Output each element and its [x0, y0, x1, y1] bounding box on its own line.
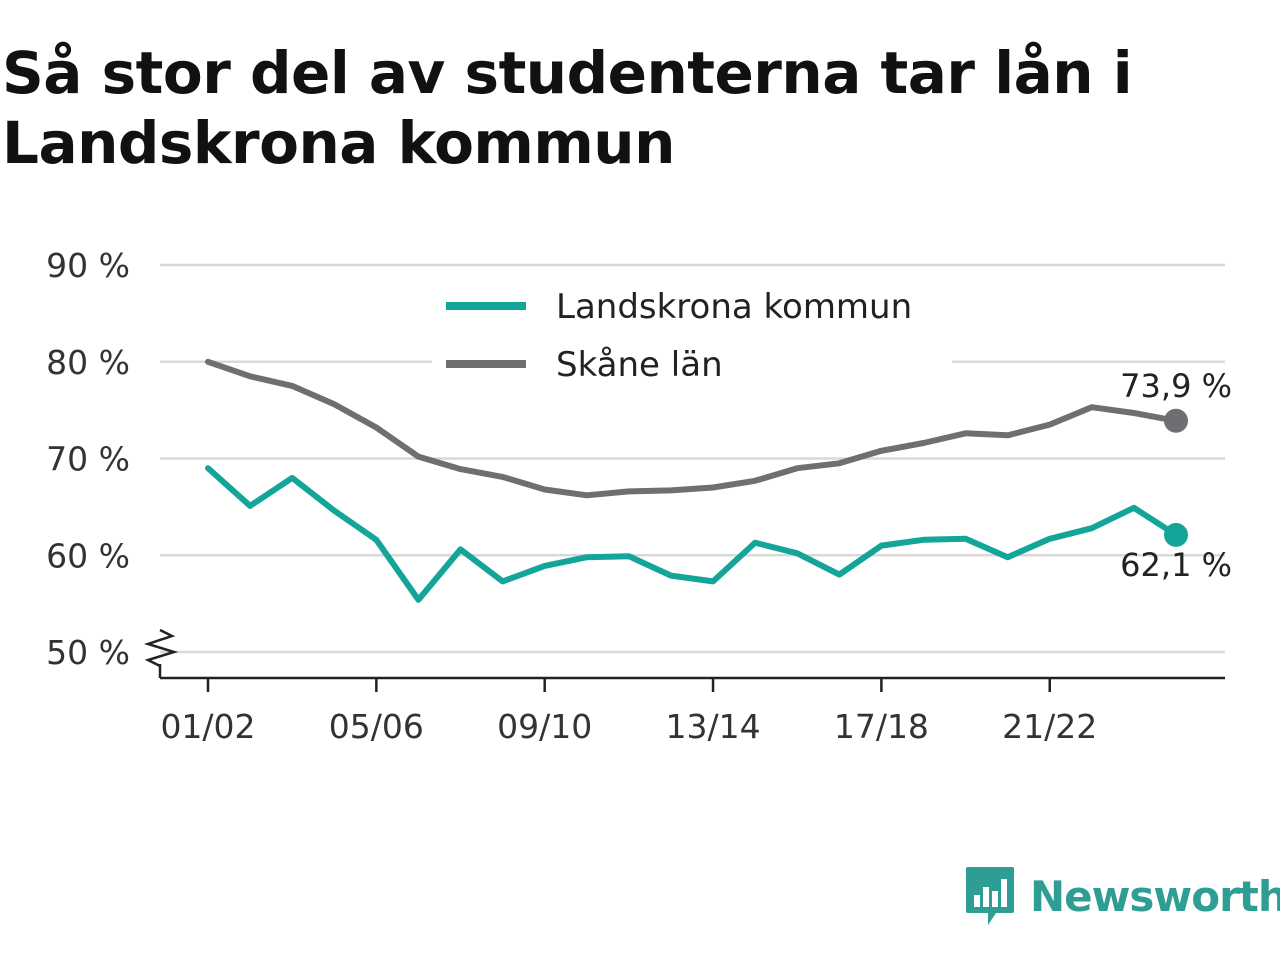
y-tick-label: 90 % [46, 246, 130, 285]
y-tick-label: 60 % [46, 536, 130, 575]
x-tick-label: 17/18 [834, 707, 929, 746]
x-tick-label: 01/02 [160, 707, 255, 746]
axes [143, 628, 1225, 692]
y-tick-labels: 50 % 60 % 70 % 80 % 90 % [46, 246, 130, 672]
gridlines [160, 263, 1225, 654]
end-point-marker [1164, 522, 1188, 547]
series-lines [205, 358, 1188, 603]
x-tick-label: 13/14 [665, 707, 760, 746]
axis-break-icon [143, 628, 179, 668]
series-line [205, 465, 1179, 603]
x-tick-label: 05/06 [329, 707, 424, 746]
newsworthy-logo: Newsworthy [964, 864, 1280, 928]
chart-title: Så stor del av studenterna tar lån i Lan… [2, 39, 1133, 177]
series-line [205, 358, 1179, 499]
y-tick-label: 80 % [46, 343, 130, 382]
brand-name: Newsworthy [1030, 871, 1280, 921]
x-tick-label: 09/10 [497, 707, 592, 746]
x-tick-label: 21/22 [1002, 707, 1097, 746]
newsworthy-logo-icon [966, 867, 1014, 925]
y-tick-label: 70 % [46, 440, 130, 479]
end-value-label: 73,9 % [1120, 367, 1232, 405]
end-value-label: 62,1 % [1120, 546, 1232, 584]
legend-label: Landskrona kommun [556, 287, 912, 327]
legend-label: Skåne län [556, 345, 723, 385]
end-labels: 62,1 % 73,9 % [1120, 367, 1232, 584]
legend-box [432, 278, 952, 394]
x-tick-labels: 01/02 05/06 09/10 13/14 17/18 21/22 [160, 707, 1097, 746]
legend: Landskrona kommun Skåne län [432, 278, 952, 394]
end-point-marker [1164, 408, 1188, 433]
y-tick-label: 50 % [46, 633, 130, 672]
